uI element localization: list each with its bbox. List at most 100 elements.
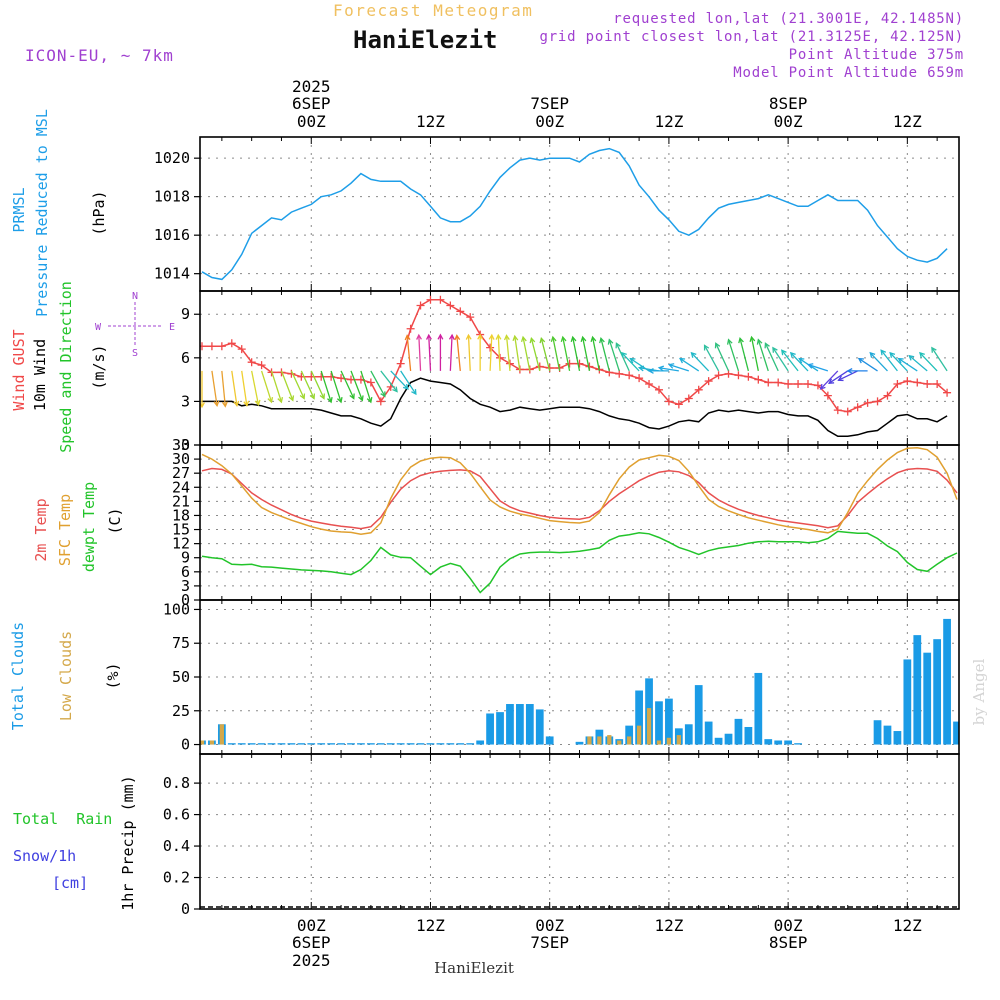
wind-arrow-shaft — [280, 370, 294, 401]
clouds-low-clouds-bar — [617, 740, 622, 745]
gust-marker — [396, 359, 405, 368]
wind-dir-label: Speed and Direction — [57, 281, 75, 453]
wind-arrow-head — [726, 338, 733, 345]
gust-marker — [893, 379, 902, 388]
gust-marker — [813, 381, 822, 390]
wind-arrow-head — [336, 397, 343, 404]
bottom-date-label: 7SEP — [530, 933, 569, 952]
clouds-total-clouds-bar — [307, 743, 316, 745]
clouds-total-clouds-bar — [655, 701, 663, 745]
clouds-total-clouds-bar — [545, 736, 554, 745]
clouds-total-clouds-bar — [277, 743, 286, 745]
wind-arrow-shaft — [704, 345, 720, 372]
clouds-low-clouds-bar — [597, 736, 602, 745]
clouds-total-clouds-bar — [774, 740, 783, 745]
wind-arrow-head — [756, 338, 763, 345]
gust-marker — [466, 313, 475, 322]
wind-arrow-shaft — [931, 347, 948, 372]
bottom-time-label: 12Z — [893, 916, 922, 935]
wind-arrow-head — [411, 389, 417, 396]
wind-arrow-head — [539, 336, 546, 344]
temperature-ytick-label: 33 — [172, 436, 190, 454]
gust-marker — [575, 359, 584, 368]
gust-marker — [943, 388, 952, 397]
wind-arrow-shaft — [370, 370, 386, 397]
gust-marker — [873, 397, 882, 406]
precip-ytick-label: 0.8 — [163, 774, 190, 792]
wind-arrow-shaft — [260, 370, 273, 403]
wind-arrow-shaft — [750, 336, 759, 372]
temperature-ytick-label: 12 — [172, 535, 190, 553]
temperature-ytick-label: 24 — [172, 478, 190, 496]
precip-panel: 0 0.2 0.4 0.6 0.8 — [163, 753, 960, 918]
wind-arrow-shaft — [757, 339, 769, 372]
wind-arrow-shaft — [310, 370, 325, 399]
gust-marker — [833, 406, 842, 415]
clouds-total-clouds-bar — [943, 618, 951, 745]
gust-marker — [724, 369, 733, 378]
wind-arrow-shaft — [300, 370, 315, 399]
clouds-ytick-label: 75 — [172, 634, 190, 652]
t2m-label: 2m Temp — [32, 498, 50, 561]
bottom-time-label: 12Z — [416, 916, 445, 935]
wind-arrow-head — [221, 401, 228, 408]
gust-marker — [200, 342, 206, 351]
wind-arrow-shaft — [406, 335, 412, 371]
clouds-ytick-label: 100 — [163, 600, 190, 618]
clouds-total-clouds-bar — [684, 724, 693, 745]
clouds-total-clouds-bar — [764, 739, 773, 745]
clouds-total-clouds-bar — [406, 743, 415, 745]
dewpt-label: dewpt Temp — [80, 482, 98, 572]
clouds-total-clouds-bar — [446, 743, 455, 745]
gust-marker — [714, 371, 723, 380]
wind-arrow-shaft — [456, 335, 461, 371]
gust-marker — [734, 371, 743, 380]
sfc-label: SFC Temp — [56, 494, 74, 566]
gust-marker — [426, 295, 435, 304]
wind-arrow-head — [807, 363, 814, 369]
clouds-total-clouds-bar — [883, 725, 892, 745]
wind-arrow-shaft — [669, 364, 689, 372]
point-altitude: Point Altitude 375m — [789, 47, 964, 63]
clouds-total-clouds-bar — [893, 731, 902, 745]
gust-marker — [406, 324, 415, 333]
wind-arrow-head — [764, 342, 770, 349]
wind-arrow-head — [827, 378, 835, 384]
clouds-total-clouds-bar — [665, 698, 673, 745]
wind-arrow-head — [837, 375, 844, 382]
wind-arrow-shaft — [390, 370, 409, 390]
top-date-label: 8SEP — [769, 94, 808, 113]
gust-marker — [674, 400, 683, 409]
wind-arrow-head — [857, 357, 864, 364]
gust-marker — [803, 379, 812, 388]
wind-arrow-shaft — [330, 370, 342, 403]
wind-arrow-head — [404, 334, 411, 341]
clouds-total-clouds-bar — [347, 743, 355, 745]
wind-arrow-head — [931, 346, 937, 353]
temperature-ytick-label: 6 — [181, 563, 190, 581]
wind-arrow-shaft — [880, 349, 898, 372]
wind-arrow-head — [520, 335, 527, 343]
clouds-total-clouds-bar — [337, 743, 345, 745]
gust-label: Wind GUST — [10, 329, 28, 410]
temperature-ytick-label: 30 — [172, 450, 190, 468]
wind-arrow-head — [495, 333, 502, 340]
wind-arrow-shaft — [790, 352, 809, 372]
wind-arrow-shaft — [418, 335, 422, 371]
wind-arrow-shaft — [505, 335, 511, 371]
wind-wind-gust-line — [202, 298, 948, 413]
temperature-ytick-label: 15 — [172, 521, 190, 539]
wind-panel: 0 3 6 9 — [181, 290, 960, 454]
top-time-label: 12Z — [893, 112, 922, 131]
wind-arrow-shaft — [514, 336, 521, 372]
gust-marker — [376, 397, 385, 406]
pressure-panel: 1014 1016 1018 1020 — [154, 136, 960, 292]
pressure-ytick-label: 1020 — [154, 149, 190, 167]
footer-station: HaniElezit — [434, 959, 514, 977]
wind-plot-area — [200, 295, 952, 438]
wind-arrow-shaft — [380, 370, 398, 392]
gust-marker — [853, 403, 862, 412]
wind-arrow-head — [798, 357, 805, 364]
clouds-total-clouds-bar — [506, 704, 514, 745]
wind-arrow-head — [288, 395, 295, 402]
